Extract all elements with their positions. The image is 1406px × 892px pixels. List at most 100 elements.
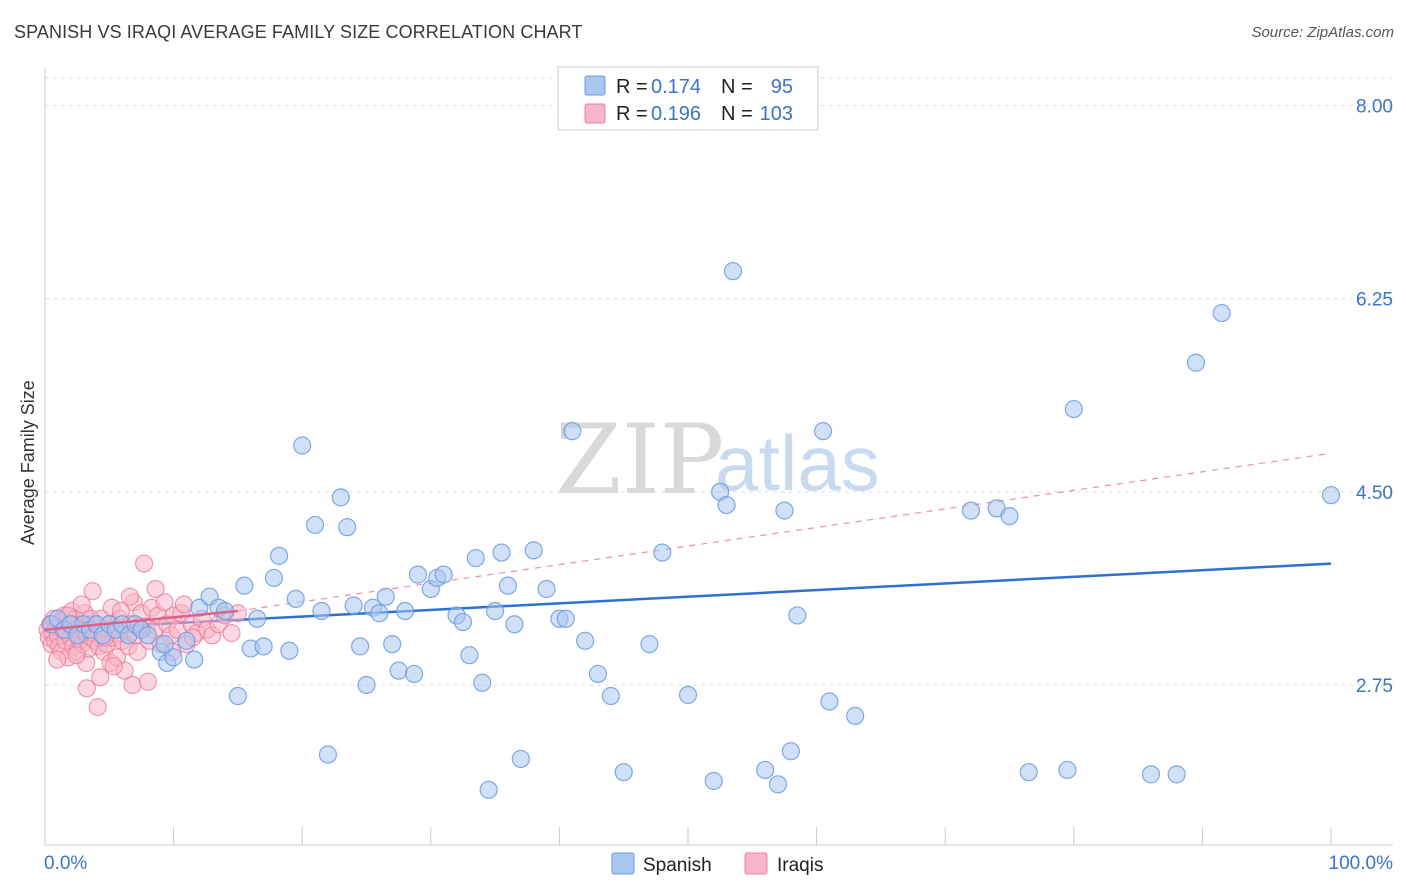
- spanish-point: [846, 706, 865, 725]
- iraqi-point: [138, 672, 157, 691]
- spanish-point: [492, 543, 511, 562]
- spanish-point: [376, 587, 395, 606]
- iraqi-point: [91, 668, 110, 687]
- spanish-point: [756, 760, 775, 780]
- stats-legend: R = 0.174 N = 95 R = 0.196 N = 103: [557, 66, 819, 131]
- series-legend: Spanish Iraqis: [611, 852, 823, 876]
- spanish-point: [1167, 765, 1186, 784]
- spanish-point: [264, 568, 284, 588]
- spanish-point: [788, 606, 807, 625]
- spanish-point: [653, 543, 672, 562]
- spanish-point: [473, 673, 492, 692]
- legend-r-value-2: 0.196: [651, 103, 701, 125]
- legend-n-label-1: N =: [721, 76, 753, 98]
- spanish-point: [235, 576, 254, 595]
- spanish-point: [248, 609, 267, 628]
- spanish-point: [820, 692, 839, 711]
- spanish-point: [344, 596, 363, 615]
- spanish-point: [389, 661, 408, 680]
- spanish-point: [155, 635, 174, 654]
- axes: [44, 68, 1393, 846]
- y-axis-title: Average Family Size: [18, 380, 38, 545]
- spanish-point: [1064, 399, 1083, 419]
- iraqi-point: [128, 642, 147, 661]
- iraqi-point: [222, 624, 241, 643]
- spanish-point: [588, 664, 608, 684]
- y-tick-label: 6.25: [1356, 290, 1393, 311]
- spanish-point: [486, 601, 505, 621]
- spanish-point: [460, 646, 479, 665]
- spanish-point: [177, 631, 196, 650]
- iraqi-point: [77, 679, 96, 698]
- spanish-point: [524, 541, 543, 560]
- y-tick-label: 2.75: [1356, 676, 1393, 697]
- iraqi-trend-extension: [237, 452, 1332, 612]
- spanish-point: [678, 685, 698, 705]
- y-tick-labels: 2.75 4.50 6.25 8.00: [1356, 97, 1393, 697]
- spanish-point: [383, 635, 402, 654]
- legend-spanish-label: Spanish: [643, 855, 712, 876]
- spanish-point: [404, 664, 424, 684]
- iraqi-point: [174, 595, 193, 614]
- spanish-point: [312, 601, 331, 621]
- iraqi-point: [134, 554, 154, 573]
- legend-r-value-1: 0.174: [651, 76, 701, 98]
- spanish-point: [1186, 353, 1206, 372]
- iraqi-point: [72, 595, 91, 614]
- spanish-point: [1000, 507, 1019, 526]
- legend-n-value-1: 95: [771, 76, 793, 98]
- spanish-point: [453, 612, 473, 632]
- spanish-point: [164, 648, 183, 667]
- iraqi-swatch: [584, 103, 606, 124]
- spanish-point: [556, 609, 575, 628]
- spanish-point: [280, 641, 299, 660]
- legend-n-label-2: N =: [721, 103, 753, 125]
- iraqi-point: [88, 697, 107, 717]
- iraqi-point: [48, 650, 67, 669]
- legend-iraqi-label: Iraqis: [777, 855, 823, 876]
- spanish-point: [305, 515, 325, 535]
- spanish-point: [254, 637, 273, 656]
- x-tick-label-min: 0.0%: [44, 853, 87, 874]
- spanish-point: [286, 589, 305, 608]
- spanish-point: [269, 546, 289, 565]
- spanish-point: [498, 576, 518, 595]
- spanish-point: [331, 488, 350, 507]
- spanish-point: [511, 749, 530, 769]
- spanish-point: [601, 686, 620, 706]
- legend-r-label-1: R =: [616, 76, 648, 98]
- y-tick-label: 4.50: [1356, 483, 1393, 504]
- iraqi-point: [120, 587, 139, 606]
- spanish-point: [138, 626, 157, 645]
- spanish-point: [537, 579, 556, 599]
- spanish-point: [370, 604, 389, 623]
- watermark-atlas: atlas: [715, 419, 880, 507]
- watermark-zip: ZIP: [555, 404, 724, 516]
- watermark: ZIP atlas: [555, 404, 880, 516]
- iraqi-point: [83, 582, 102, 601]
- spanish-point: [813, 422, 833, 441]
- spanish-point: [350, 637, 370, 656]
- spanish-point: [293, 436, 312, 455]
- legend-iraqi-swatch: [744, 852, 768, 875]
- spanish-point: [357, 675, 376, 695]
- source-label: Source: ZipAtlas.com: [1251, 24, 1394, 41]
- spanish-point: [228, 686, 247, 706]
- spanish-point: [704, 771, 723, 791]
- spanish-point: [434, 565, 453, 584]
- spanish-point: [640, 635, 659, 654]
- spanish-point: [1141, 765, 1161, 784]
- spanish-points: [42, 262, 1341, 799]
- spanish-point: [775, 501, 794, 520]
- legend-r-label-2: R =: [616, 103, 648, 125]
- spanish-point: [505, 615, 524, 634]
- spanish-point: [1058, 760, 1077, 780]
- iraqi-trend-line: [44, 609, 239, 632]
- spanish-point: [563, 422, 582, 441]
- spanish-point: [1019, 763, 1038, 782]
- chart-title: SPANISH VS IRAQI AVERAGE FAMILY SIZE COR…: [14, 22, 583, 42]
- iraqi-point: [155, 593, 174, 612]
- iraqi-point: [104, 657, 123, 676]
- legend-n-value-2: 103: [760, 103, 793, 125]
